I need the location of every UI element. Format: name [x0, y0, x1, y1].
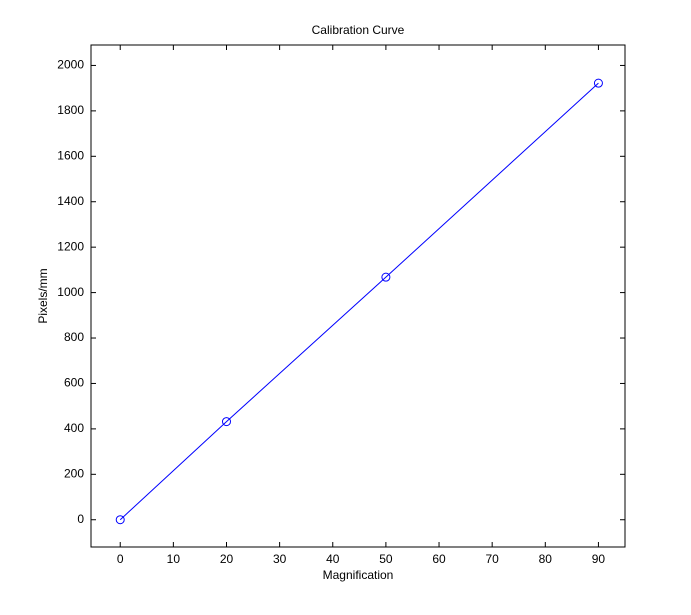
y-tick-label: 1200 — [57, 239, 84, 253]
x-axis-label: Magnification — [323, 568, 394, 582]
y-tick-label: 2000 — [57, 58, 84, 72]
data-line — [119, 82, 599, 521]
x-tick-label: 0 — [117, 552, 124, 566]
x-tick-label: 60 — [432, 552, 446, 566]
y-tick-label: 600 — [64, 376, 84, 390]
y-tick-label: 400 — [64, 421, 84, 435]
data-point — [381, 272, 391, 282]
plot-frame — [90, 44, 626, 548]
y-tick-label: 1600 — [57, 148, 84, 162]
y-tick-label: 1400 — [57, 194, 84, 208]
y-tick-label: 1000 — [57, 285, 84, 299]
y-tick-label: 0 — [77, 512, 84, 526]
data-point — [115, 515, 125, 525]
y-axis-label: Pixels/mm — [36, 268, 50, 323]
chart-title: Calibration Curve — [312, 23, 405, 37]
y-tick-label: 200 — [64, 466, 84, 480]
x-tick-label: 30 — [273, 552, 287, 566]
x-tick-label: 80 — [539, 552, 553, 566]
x-tick-label: 40 — [326, 552, 340, 566]
x-tick-label: 20 — [220, 552, 234, 566]
x-tick-label: 50 — [379, 552, 393, 566]
x-tick-label: 10 — [167, 552, 181, 566]
data-point — [221, 417, 231, 427]
x-tick-label: 70 — [485, 552, 499, 566]
data-point — [593, 78, 603, 88]
y-tick-label: 1800 — [57, 103, 84, 117]
x-tick-label: 90 — [592, 552, 606, 566]
y-tick-label: 800 — [64, 330, 84, 344]
